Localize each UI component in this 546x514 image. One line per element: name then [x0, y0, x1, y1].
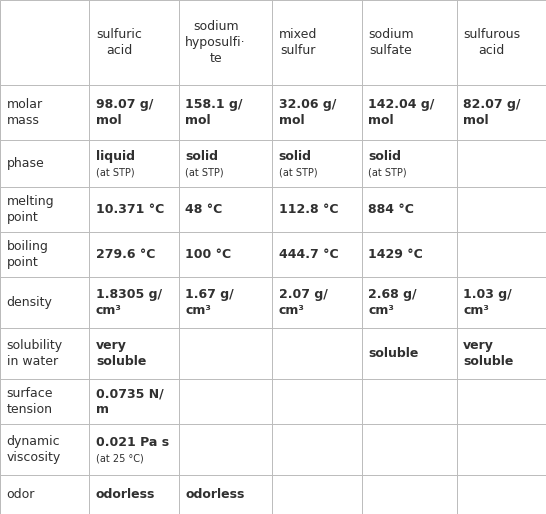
Text: surface
tension: surface tension	[7, 387, 53, 416]
Text: (at STP): (at STP)	[96, 168, 134, 178]
Text: (at STP): (at STP)	[278, 168, 317, 178]
Text: 100 °C: 100 °C	[185, 248, 232, 262]
Text: very
soluble: very soluble	[463, 339, 514, 368]
Text: (at 25 °C): (at 25 °C)	[96, 454, 144, 464]
Text: odor: odor	[7, 488, 35, 501]
Text: dynamic
viscosity: dynamic viscosity	[7, 435, 61, 464]
Text: 2.68 g/
cm³: 2.68 g/ cm³	[368, 288, 417, 317]
Text: 1.67 g/
cm³: 1.67 g/ cm³	[185, 288, 234, 317]
Text: (at STP): (at STP)	[185, 168, 224, 178]
Text: 0.021 Pa s: 0.021 Pa s	[96, 436, 169, 449]
Text: boiling
point: boiling point	[7, 241, 49, 269]
Text: very
soluble: very soluble	[96, 339, 146, 368]
Text: 1.03 g/
cm³: 1.03 g/ cm³	[463, 288, 512, 317]
Text: sulfurous
acid: sulfurous acid	[463, 28, 520, 57]
Text: 1.8305 g/
cm³: 1.8305 g/ cm³	[96, 288, 162, 317]
Text: density: density	[7, 297, 52, 309]
Text: sodium
hyposulfi·
te: sodium hyposulfi· te	[185, 20, 246, 65]
Text: mixed
sulfur: mixed sulfur	[278, 28, 317, 57]
Text: 32.06 g/
mol: 32.06 g/ mol	[278, 98, 336, 127]
Text: 48 °C: 48 °C	[185, 204, 223, 216]
Text: sodium
sulfate: sodium sulfate	[368, 28, 414, 57]
Text: solubility
in water: solubility in water	[7, 339, 63, 368]
Text: melting
point: melting point	[7, 195, 54, 225]
Text: 112.8 °C: 112.8 °C	[278, 204, 338, 216]
Text: 884 °C: 884 °C	[368, 204, 414, 216]
Text: molar
mass: molar mass	[7, 98, 43, 127]
Text: 98.07 g/
mol: 98.07 g/ mol	[96, 98, 153, 127]
Text: 444.7 °C: 444.7 °C	[278, 248, 339, 262]
Text: 1429 °C: 1429 °C	[368, 248, 423, 262]
Text: odorless: odorless	[185, 488, 245, 501]
Text: soluble: soluble	[368, 347, 418, 360]
Text: odorless: odorless	[96, 488, 155, 501]
Text: 0.0735 N/
m: 0.0735 N/ m	[96, 387, 164, 416]
Text: 158.1 g/
mol: 158.1 g/ mol	[185, 98, 243, 127]
Text: phase: phase	[7, 157, 44, 170]
Text: 82.07 g/
mol: 82.07 g/ mol	[463, 98, 521, 127]
Text: 142.04 g/
mol: 142.04 g/ mol	[368, 98, 435, 127]
Text: solid: solid	[368, 151, 401, 163]
Text: solid: solid	[185, 151, 218, 163]
Text: solid: solid	[278, 151, 312, 163]
Text: sulfuric
acid: sulfuric acid	[96, 28, 142, 57]
Text: 10.371 °C: 10.371 °C	[96, 204, 164, 216]
Text: (at STP): (at STP)	[368, 168, 407, 178]
Text: 2.07 g/
cm³: 2.07 g/ cm³	[278, 288, 328, 317]
Text: 279.6 °C: 279.6 °C	[96, 248, 155, 262]
Text: liquid: liquid	[96, 151, 135, 163]
